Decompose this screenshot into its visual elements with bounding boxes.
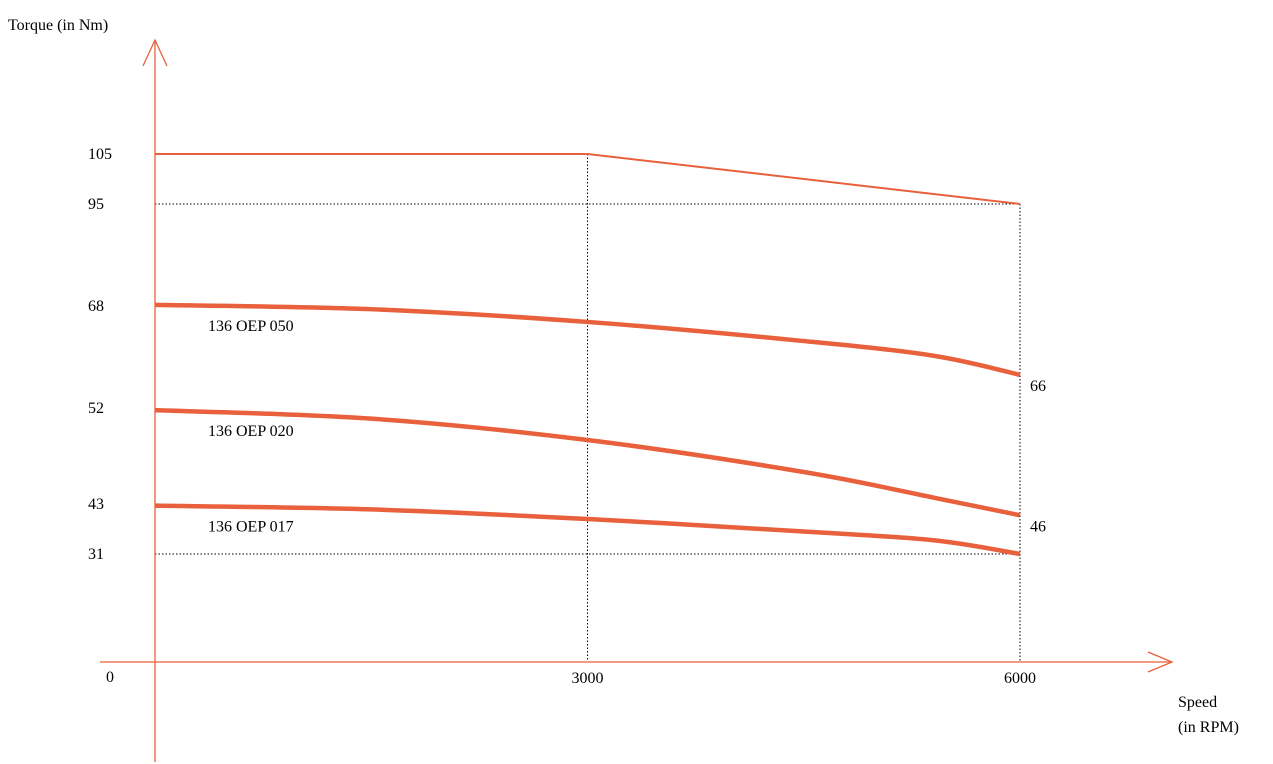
tick-labels: 105 95 68 52 43 31 3000 6000 (88, 146, 1036, 687)
x-axis-arrowhead (1147, 651, 1174, 673)
series-label-2: 136 OEP 020 (208, 423, 294, 440)
origin-label: 0 (106, 669, 114, 686)
series-label-3: 136 OEP 017 (208, 519, 294, 536)
axes (100, 38, 1174, 762)
curves (154, 153, 1021, 557)
series-label-1: 136 OEP 050 (208, 318, 294, 335)
x-tick-label-3000: 3000 (572, 670, 604, 687)
y-tick-label-43: 43 (88, 496, 104, 513)
y-tick-label-52: 52 (88, 400, 104, 417)
y-axis-label: Torque (in Nm) (8, 17, 108, 34)
x-tick-label-6000: 6000 (1004, 670, 1036, 687)
series-curve-3 (154, 503, 1021, 557)
max-torque-envelope (155, 153, 1021, 205)
series-curve-2 (154, 407, 1021, 518)
y-axis-arrowhead (142, 38, 168, 67)
reference-lines (155, 154, 1021, 662)
end-value-label-2: 46 (1030, 518, 1046, 535)
x-axis-label-line2: (in RPM) (1178, 719, 1239, 736)
end-value-label-1: 66 (1030, 378, 1046, 395)
y-tick-label-31: 31 (88, 546, 104, 563)
y-tick-label-105: 105 (88, 146, 112, 163)
x-axis-label-line1: Speed (1178, 694, 1217, 711)
y-tick-label-68: 68 (88, 298, 104, 315)
y-tick-label-95: 95 (88, 196, 104, 213)
series-curve-1 (154, 302, 1021, 378)
series-labels: 136 OEP 050 136 OEP 020 136 OEP 017 66 46 (208, 318, 1046, 536)
